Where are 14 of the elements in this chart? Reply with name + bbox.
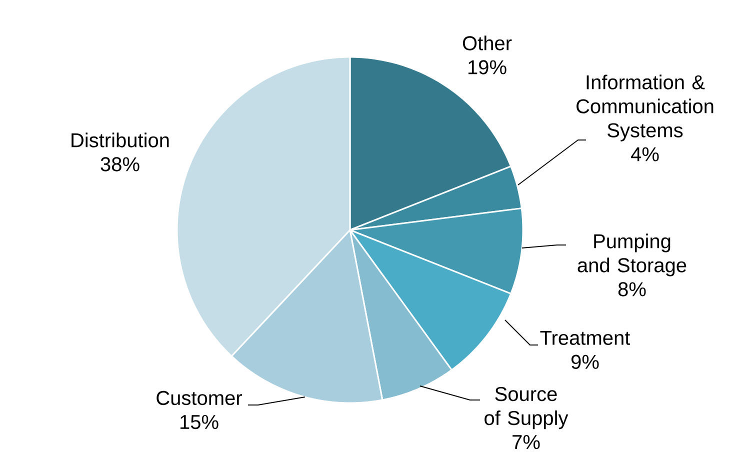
data-label: 19% [468,60,506,74]
slice-label: Other [462,36,512,50]
data-label: 15% [180,415,218,430]
data-label: 7% [512,435,540,450]
data-label: 8% [618,282,646,296]
data-label: 9% [571,354,599,369]
slice-label: Pumping and Storage [578,234,686,276]
slice-label: Source of Supply [484,386,568,430]
slice-label: Information & Communication Systems [576,74,714,142]
data-label: 38% [100,157,140,172]
slice-label: Customer [156,390,242,406]
slice-label: Treatment [540,331,630,345]
data-label: 4% [631,147,659,162]
slice-label: Distribution [72,132,169,148]
